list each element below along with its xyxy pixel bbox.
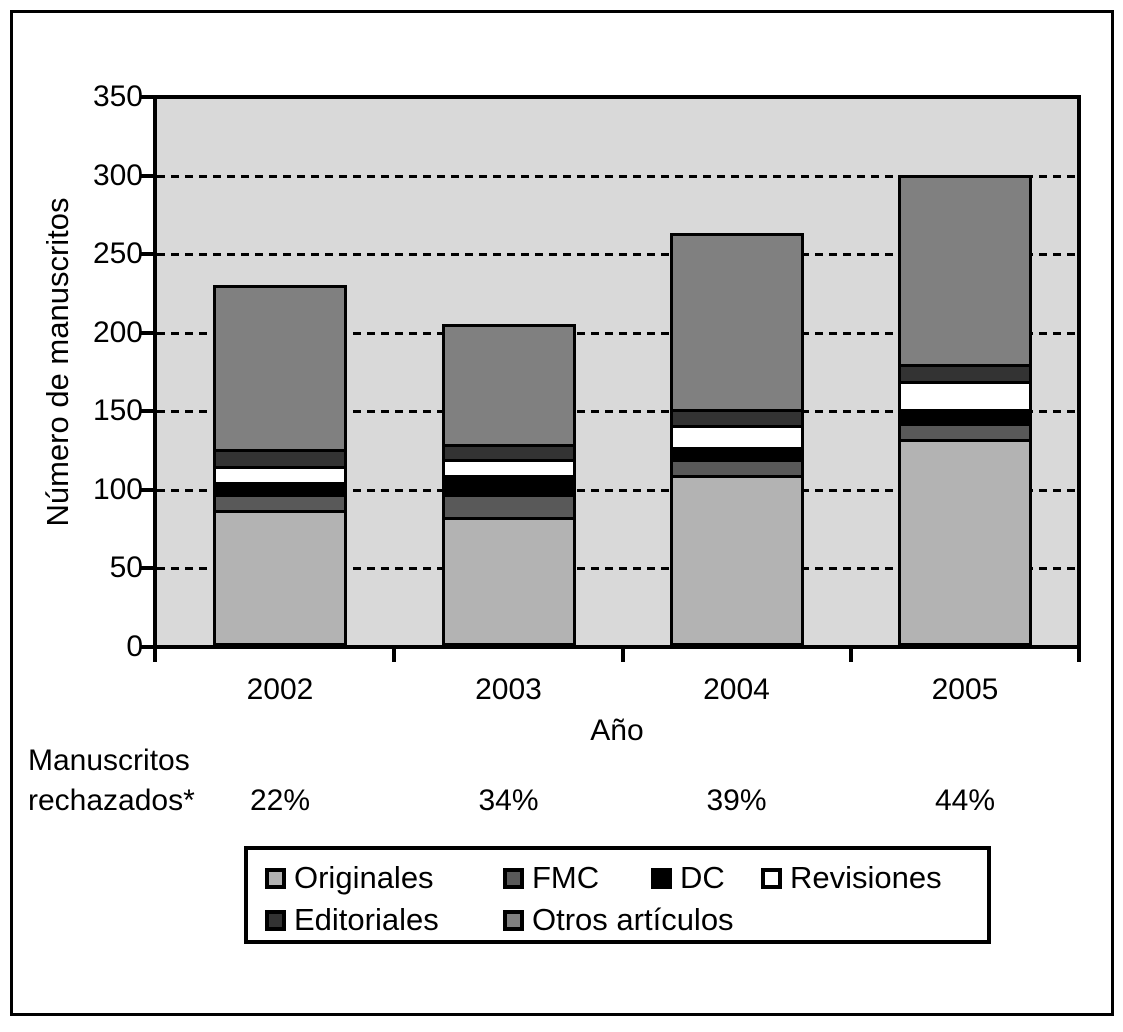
rejected-label-line1: Manuscritos: [28, 744, 190, 777]
gridline-50: [157, 567, 1077, 571]
legend-swatch-otros-artículos: [503, 909, 524, 931]
legend-label: Originales: [294, 860, 434, 895]
x-tick-label-2002: 2002: [246, 673, 314, 706]
y-tick-label: 300: [92, 158, 143, 192]
y-tick-label: 350: [92, 80, 143, 113]
gridline-250: [157, 253, 1077, 257]
x-axis-line: [141, 645, 1081, 649]
gridline-300: [157, 174, 1077, 178]
x-axis-title: Año: [590, 714, 644, 747]
y-tick-label: 150: [92, 394, 143, 428]
x-tick-label-2004: 2004: [703, 673, 770, 706]
bar-2005: [898, 175, 1032, 647]
legend-item-originales: Originales: [265, 862, 434, 894]
y-tick: [141, 95, 157, 99]
y-tick-label: 200: [92, 315, 143, 349]
rejected-manuscripts-label: Manuscritos rechazados*: [28, 741, 195, 821]
legend-swatch-revisiones: [761, 867, 782, 889]
x-tick-1: [620, 645, 625, 662]
bar-2002: [213, 285, 347, 647]
legend-label: FMC: [532, 860, 600, 895]
legend-swatch-editoriales: [265, 909, 286, 931]
legend-swatch-fmc: [503, 867, 524, 889]
y-tick: [141, 252, 157, 257]
segment-originales: [213, 509, 347, 647]
rejected-value-2002: 22%: [249, 784, 311, 817]
segment-revisiones: [898, 380, 1032, 413]
legend-item-fmc: FMC: [503, 862, 599, 894]
legend: Originales FMC DC Revisiones Editoriales Otro…: [244, 846, 991, 944]
gridline-100: [157, 488, 1077, 492]
legend-item-editoriales: Editoriales: [265, 904, 439, 936]
legend-swatch-originales: [265, 867, 286, 889]
x-tick-0: [392, 645, 396, 662]
bar-2003: [441, 324, 576, 647]
segment-otros-artículos: [898, 175, 1032, 367]
rejected-value-2003: 34%: [478, 784, 539, 817]
y-tick: [141, 566, 157, 571]
y-tick: [141, 330, 157, 335]
segment-originales: [898, 439, 1032, 647]
legend-item-revisiones: Revisiones: [761, 862, 942, 894]
plot-right-border: [1077, 95, 1081, 662]
x-tick-label-2003: 2003: [475, 673, 542, 706]
bar-2004: [669, 233, 804, 647]
y-tick: [141, 409, 157, 414]
y-axis-line: [153, 95, 157, 662]
legend-label: Otros artículos: [532, 902, 734, 937]
y-tick: [141, 487, 157, 492]
legend-label: Editoriales: [294, 902, 439, 937]
y-tick-label: 0: [126, 630, 143, 663]
x-tick-label-2005: 2005: [931, 673, 999, 706]
x-tick-2: [849, 645, 853, 662]
segment-originales: [441, 517, 576, 647]
legend-label: Revisiones: [790, 860, 942, 895]
plot-top-border: [153, 95, 1081, 99]
segment-originales: [669, 475, 804, 647]
rejected-value-2004: 39%: [706, 784, 767, 817]
y-tick: [141, 173, 157, 178]
legend-label: DC: [680, 860, 725, 895]
y-tick-label: 50: [109, 551, 143, 585]
legend-item-dc: DC: [651, 862, 725, 894]
segment-otros-artículos: [213, 285, 347, 452]
gridline-150: [157, 410, 1077, 414]
segment-otros-artículos: [441, 324, 576, 447]
rejected-value-2005: 44%: [934, 784, 996, 817]
gridline-200: [157, 331, 1077, 335]
legend-item-otros-artículos: Otros artículos: [503, 904, 734, 936]
y-tick-label: 100: [92, 472, 143, 506]
rejected-label-line2: rechazados*: [28, 784, 195, 817]
segment-otros-artículos: [669, 233, 804, 413]
y-tick-label: 250: [92, 237, 143, 271]
legend-swatch-dc: [651, 867, 672, 889]
